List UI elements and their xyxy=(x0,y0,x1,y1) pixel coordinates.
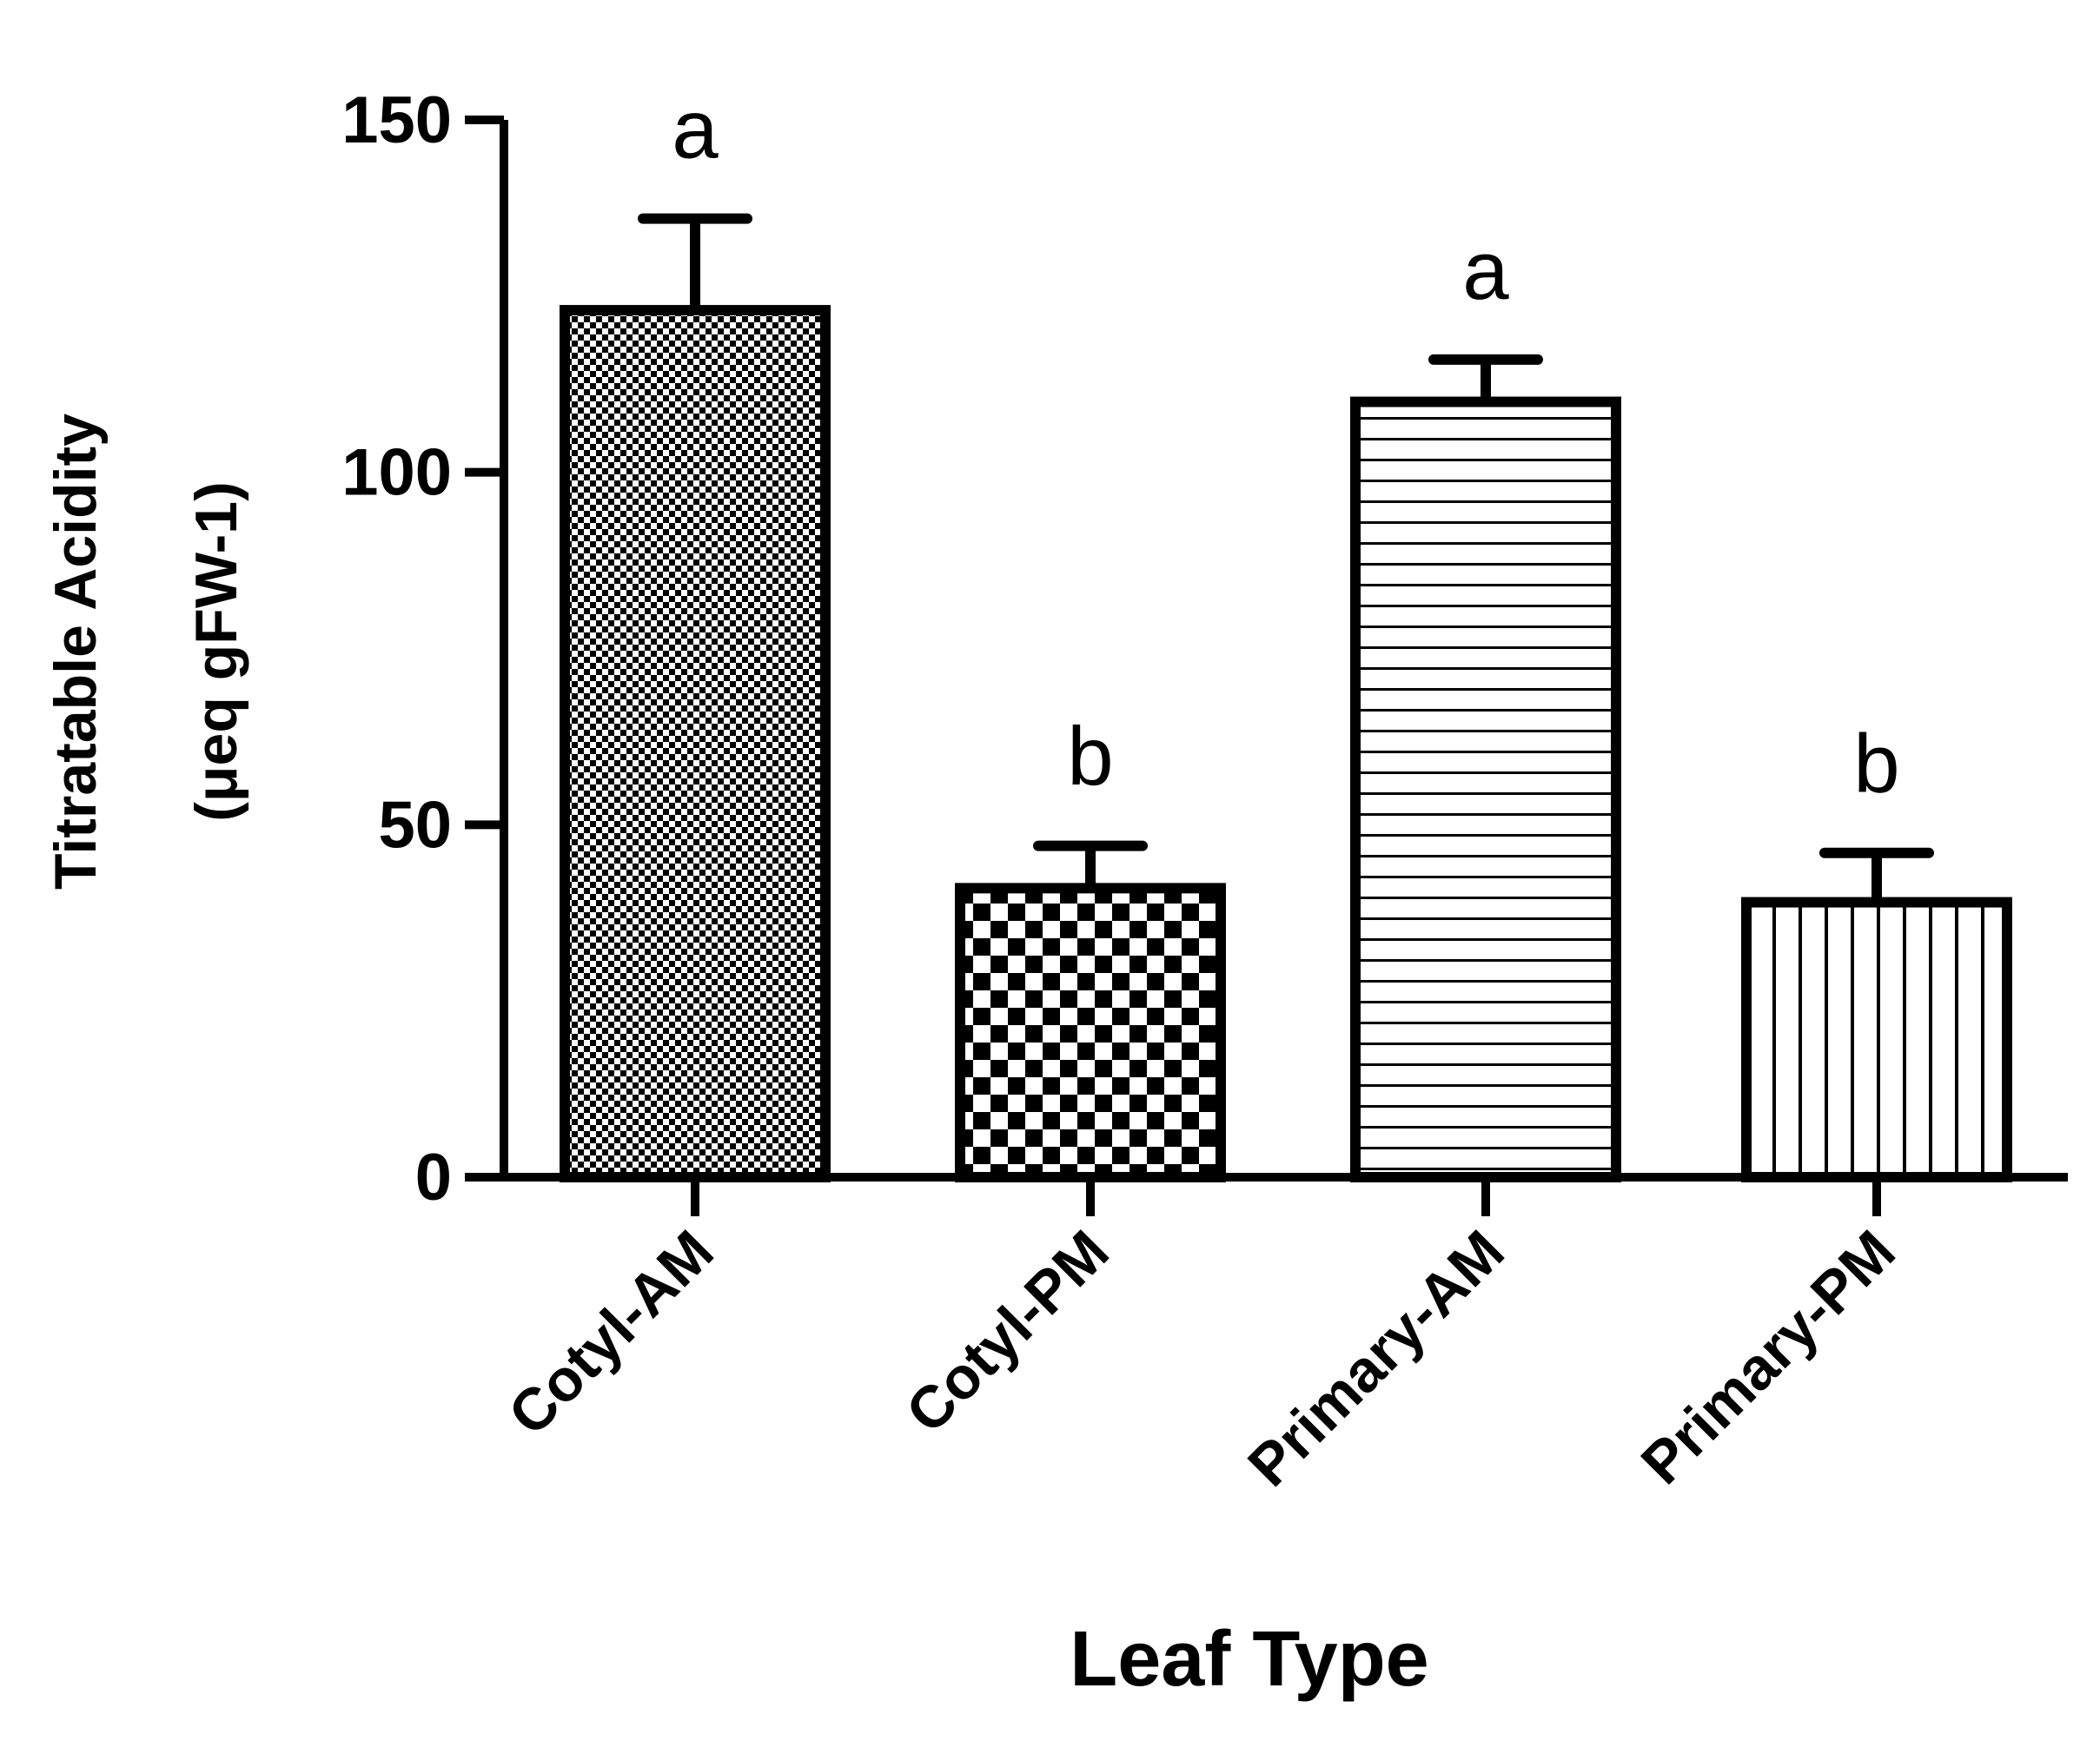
x-axis-title: Leaf Type xyxy=(1070,1616,1428,1703)
x-tick-label: Cotyl-PM xyxy=(894,1218,1122,1446)
y-tick-label: 150 xyxy=(341,83,452,157)
y-tick-label: 50 xyxy=(378,788,452,862)
significance-label: b xyxy=(1067,711,1113,804)
y-axis-title: Titratable Acidity xyxy=(43,414,109,890)
bar-cotyl-am xyxy=(560,305,831,1182)
y-tick-label: 100 xyxy=(341,436,452,510)
x-tick-label: Cotyl-AM xyxy=(496,1218,726,1448)
x-tick-label: Primary-AM xyxy=(1235,1218,1517,1499)
bar-primary-pm xyxy=(1741,897,2012,1182)
significance-label: a xyxy=(672,83,719,176)
significance-label: a xyxy=(1462,224,1509,317)
y-axis-subtitle: (μeq gFW-1) xyxy=(183,481,249,822)
significance-label: b xyxy=(1853,718,1899,811)
bars-layer: a b a b xyxy=(560,83,2012,1182)
x-tick-label: Primary-PM xyxy=(1629,1218,1908,1497)
bar-primary-am xyxy=(1350,396,1621,1182)
y-tick-label: 0 xyxy=(415,1141,452,1215)
bar-cotyl-pm xyxy=(955,883,1226,1182)
